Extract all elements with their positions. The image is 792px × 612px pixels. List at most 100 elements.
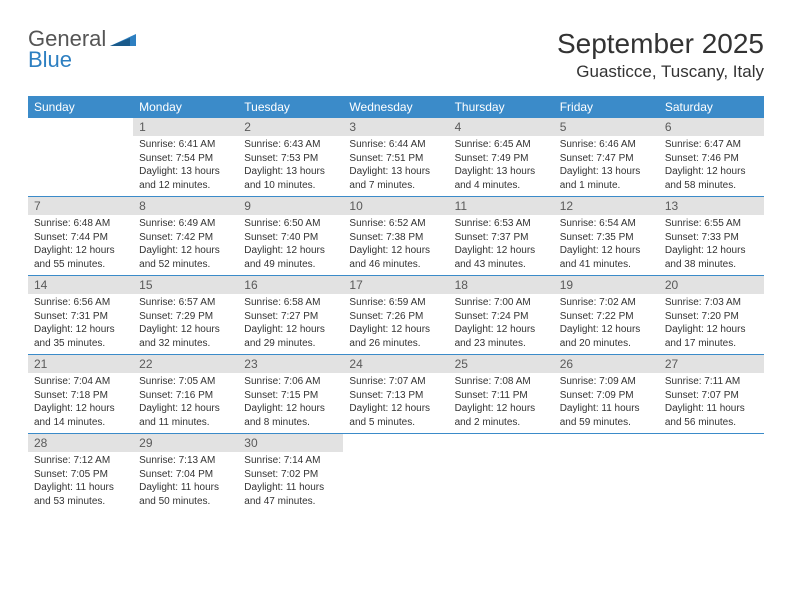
sunset-text: Sunset: 7:51 PM xyxy=(349,152,442,166)
sunrise-text: Sunrise: 7:12 AM xyxy=(34,454,127,468)
daylight-text: Daylight: 11 hours and 53 minutes. xyxy=(34,481,127,508)
day-cell: 17Sunrise: 6:59 AMSunset: 7:26 PMDayligh… xyxy=(343,276,448,354)
sunset-text: Sunset: 7:15 PM xyxy=(244,389,337,403)
day-cell: 25Sunrise: 7:08 AMSunset: 7:11 PMDayligh… xyxy=(449,355,554,433)
day-cell: 22Sunrise: 7:05 AMSunset: 7:16 PMDayligh… xyxy=(133,355,238,433)
weekday-label: Saturday xyxy=(659,96,764,118)
day-cell: 10Sunrise: 6:52 AMSunset: 7:38 PMDayligh… xyxy=(343,197,448,275)
day-cell: 3Sunrise: 6:44 AMSunset: 7:51 PMDaylight… xyxy=(343,118,448,196)
weekday-label: Friday xyxy=(554,96,659,118)
day-number: 29 xyxy=(133,434,238,452)
sunrise-text: Sunrise: 6:47 AM xyxy=(665,138,758,152)
sunset-text: Sunset: 7:44 PM xyxy=(34,231,127,245)
sunset-text: Sunset: 7:13 PM xyxy=(349,389,442,403)
sunset-text: Sunset: 7:31 PM xyxy=(34,310,127,324)
day-number: 19 xyxy=(554,276,659,294)
daylight-text: Daylight: 12 hours and 26 minutes. xyxy=(349,323,442,350)
day-number: 27 xyxy=(659,355,764,373)
sunset-text: Sunset: 7:33 PM xyxy=(665,231,758,245)
sunrise-text: Sunrise: 7:13 AM xyxy=(139,454,232,468)
sunrise-text: Sunrise: 6:41 AM xyxy=(139,138,232,152)
day-cell: 21Sunrise: 7:04 AMSunset: 7:18 PMDayligh… xyxy=(28,355,133,433)
day-cell: 27Sunrise: 7:11 AMSunset: 7:07 PMDayligh… xyxy=(659,355,764,433)
daylight-text: Daylight: 12 hours and 49 minutes. xyxy=(244,244,337,271)
day-number: 15 xyxy=(133,276,238,294)
header: General Blue September 2025 Guasticce, T… xyxy=(28,28,764,82)
brand-logo: General Blue xyxy=(28,28,136,71)
sunset-text: Sunset: 7:47 PM xyxy=(560,152,653,166)
day-cell: 11Sunrise: 6:53 AMSunset: 7:37 PMDayligh… xyxy=(449,197,554,275)
day-details: Sunrise: 7:11 AMSunset: 7:07 PMDaylight:… xyxy=(659,373,764,433)
day-details: Sunrise: 7:09 AMSunset: 7:09 PMDaylight:… xyxy=(554,373,659,433)
sunset-text: Sunset: 7:49 PM xyxy=(455,152,548,166)
daylight-text: Daylight: 12 hours and 17 minutes. xyxy=(665,323,758,350)
day-cell: 1Sunrise: 6:41 AMSunset: 7:54 PMDaylight… xyxy=(133,118,238,196)
day-details: Sunrise: 6:43 AMSunset: 7:53 PMDaylight:… xyxy=(238,136,343,196)
sunset-text: Sunset: 7:40 PM xyxy=(244,231,337,245)
sunrise-text: Sunrise: 6:50 AM xyxy=(244,217,337,231)
daylight-text: Daylight: 12 hours and 20 minutes. xyxy=(560,323,653,350)
day-number: 9 xyxy=(238,197,343,215)
day-number: 18 xyxy=(449,276,554,294)
day-details: Sunrise: 6:46 AMSunset: 7:47 PMDaylight:… xyxy=(554,136,659,196)
day-number: 10 xyxy=(343,197,448,215)
sunrise-text: Sunrise: 6:53 AM xyxy=(455,217,548,231)
week-row: 7Sunrise: 6:48 AMSunset: 7:44 PMDaylight… xyxy=(28,197,764,276)
day-cell xyxy=(28,118,133,196)
sunrise-text: Sunrise: 6:57 AM xyxy=(139,296,232,310)
day-number: 22 xyxy=(133,355,238,373)
title-block: September 2025 Guasticce, Tuscany, Italy xyxy=(557,28,764,82)
sunrise-text: Sunrise: 6:59 AM xyxy=(349,296,442,310)
sunrise-text: Sunrise: 7:00 AM xyxy=(455,296,548,310)
sunset-text: Sunset: 7:07 PM xyxy=(665,389,758,403)
day-cell xyxy=(659,434,764,512)
sunset-text: Sunset: 7:20 PM xyxy=(665,310,758,324)
daylight-text: Daylight: 12 hours and 43 minutes. xyxy=(455,244,548,271)
day-cell: 30Sunrise: 7:14 AMSunset: 7:02 PMDayligh… xyxy=(238,434,343,512)
sunrise-text: Sunrise: 6:58 AM xyxy=(244,296,337,310)
day-details: Sunrise: 7:05 AMSunset: 7:16 PMDaylight:… xyxy=(133,373,238,433)
day-details: Sunrise: 6:55 AMSunset: 7:33 PMDaylight:… xyxy=(659,215,764,275)
daylight-text: Daylight: 11 hours and 47 minutes. xyxy=(244,481,337,508)
day-details: Sunrise: 7:04 AMSunset: 7:18 PMDaylight:… xyxy=(28,373,133,433)
day-cell: 19Sunrise: 7:02 AMSunset: 7:22 PMDayligh… xyxy=(554,276,659,354)
sunrise-text: Sunrise: 7:04 AM xyxy=(34,375,127,389)
calendar: Sunday Monday Tuesday Wednesday Thursday… xyxy=(28,96,764,512)
sunset-text: Sunset: 7:37 PM xyxy=(455,231,548,245)
daylight-text: Daylight: 12 hours and 52 minutes. xyxy=(139,244,232,271)
day-cell: 8Sunrise: 6:49 AMSunset: 7:42 PMDaylight… xyxy=(133,197,238,275)
day-details: Sunrise: 7:07 AMSunset: 7:13 PMDaylight:… xyxy=(343,373,448,433)
day-details: Sunrise: 6:56 AMSunset: 7:31 PMDaylight:… xyxy=(28,294,133,354)
calendar-page: General Blue September 2025 Guasticce, T… xyxy=(0,0,792,532)
daylight-text: Daylight: 11 hours and 59 minutes. xyxy=(560,402,653,429)
day-number: 16 xyxy=(238,276,343,294)
sunrise-text: Sunrise: 7:08 AM xyxy=(455,375,548,389)
day-details: Sunrise: 6:47 AMSunset: 7:46 PMDaylight:… xyxy=(659,136,764,196)
day-cell: 16Sunrise: 6:58 AMSunset: 7:27 PMDayligh… xyxy=(238,276,343,354)
sunset-text: Sunset: 7:18 PM xyxy=(34,389,127,403)
sunrise-text: Sunrise: 7:14 AM xyxy=(244,454,337,468)
day-details: Sunrise: 6:41 AMSunset: 7:54 PMDaylight:… xyxy=(133,136,238,196)
day-details: Sunrise: 7:03 AMSunset: 7:20 PMDaylight:… xyxy=(659,294,764,354)
day-details: Sunrise: 7:14 AMSunset: 7:02 PMDaylight:… xyxy=(238,452,343,512)
day-details: Sunrise: 6:44 AMSunset: 7:51 PMDaylight:… xyxy=(343,136,448,196)
daylight-text: Daylight: 13 hours and 1 minute. xyxy=(560,165,653,192)
day-cell: 18Sunrise: 7:00 AMSunset: 7:24 PMDayligh… xyxy=(449,276,554,354)
day-cell xyxy=(449,434,554,512)
day-number: 11 xyxy=(449,197,554,215)
day-details: Sunrise: 6:53 AMSunset: 7:37 PMDaylight:… xyxy=(449,215,554,275)
sunrise-text: Sunrise: 7:03 AM xyxy=(665,296,758,310)
day-cell: 13Sunrise: 6:55 AMSunset: 7:33 PMDayligh… xyxy=(659,197,764,275)
day-cell: 9 Sunrise: 6:50 AMSunset: 7:40 PMDaylight… xyxy=(238,197,343,275)
day-cell: 6Sunrise: 6:47 AMSunset: 7:46 PMDaylight… xyxy=(659,118,764,196)
sunset-text: Sunset: 7:05 PM xyxy=(34,468,127,482)
day-details: Sunrise: 7:02 AMSunset: 7:22 PMDaylight:… xyxy=(554,294,659,354)
sunset-text: Sunset: 7:04 PM xyxy=(139,468,232,482)
daylight-text: Daylight: 11 hours and 50 minutes. xyxy=(139,481,232,508)
day-details: Sunrise: 7:08 AMSunset: 7:11 PMDaylight:… xyxy=(449,373,554,433)
day-cell: 26Sunrise: 7:09 AMSunset: 7:09 PMDayligh… xyxy=(554,355,659,433)
daylight-text: Daylight: 12 hours and 29 minutes. xyxy=(244,323,337,350)
day-cell: 29 Sunrise: 7:13 AMSunset: 7:04 PMDayligh… xyxy=(133,434,238,512)
weeks-container: 1Sunrise: 6:41 AMSunset: 7:54 PMDaylight… xyxy=(28,118,764,512)
sunrise-text: Sunrise: 6:44 AM xyxy=(349,138,442,152)
